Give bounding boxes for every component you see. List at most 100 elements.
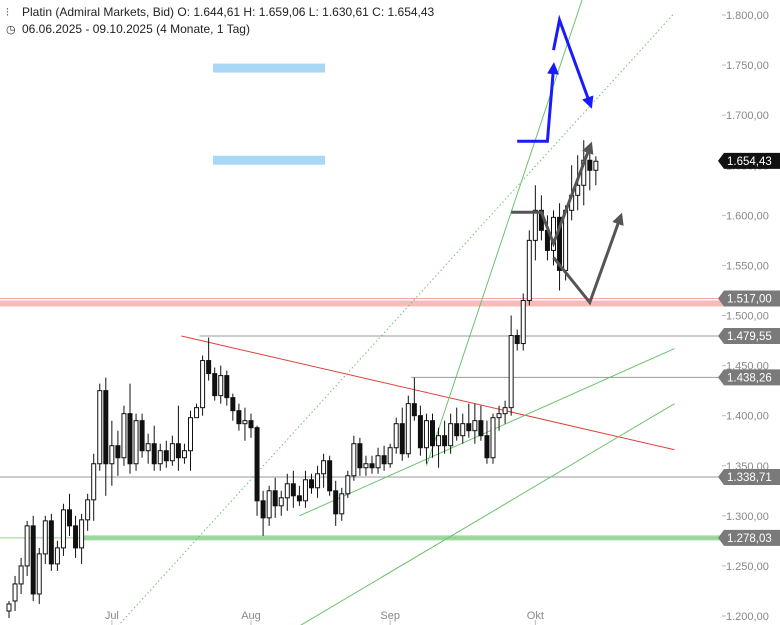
y-tick-label: 1.200,00	[726, 611, 769, 623]
candle-body	[321, 460, 327, 475]
y-tick-label: 1.600,00	[726, 210, 769, 222]
candle-body	[6, 603, 12, 612]
candle-body	[188, 417, 193, 452]
scenario-arrow	[511, 141, 594, 248]
candle-body	[448, 423, 454, 447]
candle-body	[54, 547, 60, 565]
candle-body	[254, 427, 260, 502]
scenario-arrow	[517, 62, 559, 143]
candle-body	[472, 420, 478, 432]
candle-body	[284, 483, 290, 499]
candle-body	[157, 450, 163, 465]
candle-body	[423, 420, 429, 449]
candle-body	[36, 553, 42, 595]
candle-body	[514, 335, 520, 345]
candle-body	[309, 479, 314, 489]
target-zone	[213, 155, 325, 165]
candle-body	[175, 443, 181, 459]
level-price-tag-text: 1.338,71	[727, 472, 772, 484]
candle-body	[430, 420, 435, 447]
target-zone	[213, 63, 325, 73]
candle-body	[224, 375, 230, 399]
level-price-tag-box	[718, 290, 780, 307]
candle-body	[466, 423, 472, 432]
candle-body	[417, 415, 423, 449]
y-tick-label: 1.750,00	[726, 60, 769, 72]
candle-body	[272, 490, 278, 507]
candle-body	[278, 497, 284, 507]
level-price-tag-text: 1.438,26	[727, 372, 772, 384]
header-ohlc-text: Platin (Admiral Markets, Bid) O: 1.644,6…	[22, 5, 435, 19]
candle-body	[42, 520, 48, 555]
candle-body	[97, 390, 103, 465]
x-tick-label: Okt	[527, 610, 544, 622]
candle-body	[393, 423, 399, 449]
scenario-arrow	[552, 14, 594, 109]
candle-body	[18, 565, 24, 585]
candle-body	[532, 209, 538, 241]
level-price-tag-text: 1.517,00	[727, 293, 772, 305]
level-price-tag: 1.278,03	[718, 529, 780, 546]
candle-body	[121, 413, 127, 459]
y-tick-label: 1.300,00	[726, 511, 769, 523]
candle-body	[24, 525, 30, 567]
candle-body	[351, 443, 357, 477]
candle-body	[260, 500, 266, 519]
candle-body	[127, 413, 133, 465]
candle-body	[302, 479, 308, 502]
candle-body	[587, 159, 593, 171]
candle-body	[557, 216, 563, 271]
candle-body	[109, 445, 115, 465]
candle-body	[73, 525, 79, 549]
candle-body	[85, 499, 91, 521]
y-tick-label: 1.500,00	[726, 311, 769, 323]
candle-body	[139, 420, 145, 452]
clock-icon: ◷	[6, 24, 16, 36]
candle-body	[206, 360, 212, 375]
level-price-tag-box	[718, 369, 780, 386]
level-price-tag: 1.338,71	[718, 469, 780, 486]
chart-header-instrument: ⫶ Platin (Admiral Markets, Bid) O: 1.644,…	[6, 5, 434, 20]
candle-body	[526, 239, 532, 301]
candle-body	[411, 403, 417, 417]
candle-body	[357, 443, 363, 469]
trendline-green-dotted-channel	[118, 12, 675, 625]
level-price-tag-box	[718, 327, 780, 344]
candle-body	[48, 520, 54, 565]
candle-body	[218, 375, 224, 397]
candle-body	[442, 435, 448, 447]
y-tick-label: 1.700,00	[726, 110, 769, 122]
x-tick-label: Jul	[105, 610, 119, 622]
candle-body	[290, 483, 296, 497]
candle-body	[266, 490, 272, 519]
last-price-tag: 1.654,43	[718, 152, 780, 169]
candle-body	[151, 443, 157, 465]
level-price-tag: 1.438,26	[718, 369, 780, 386]
candle-body	[575, 184, 581, 196]
last-price-tag-text: 1.654,43	[727, 156, 772, 168]
header-period-text: 06.06.2025 - 09.10.2025 (4 Monate, 1 Tag…	[22, 22, 250, 36]
candle-body	[200, 360, 206, 409]
candle-body	[60, 509, 66, 549]
candlestick-icon: ⫶	[6, 7, 9, 19]
trendline-red-downtrend	[181, 335, 675, 451]
candle-body	[145, 443, 151, 452]
scenario-arrow	[552, 212, 624, 306]
y-tick-label: 1.800,00	[726, 10, 769, 22]
candle-body	[399, 423, 405, 455]
candle-body	[478, 420, 484, 437]
candle-body	[508, 335, 514, 409]
candle-body	[339, 493, 345, 515]
candle-body	[163, 450, 169, 462]
candle-body	[115, 445, 121, 459]
candle-body	[67, 509, 72, 527]
candle-body	[593, 160, 599, 171]
candle-body	[520, 299, 526, 345]
candle-body	[315, 473, 321, 489]
candle-body	[79, 519, 85, 549]
candle-body	[436, 435, 442, 447]
last-price-tag-box	[718, 152, 780, 169]
candle-body	[405, 403, 411, 455]
x-tick-label: Aug	[241, 610, 261, 622]
